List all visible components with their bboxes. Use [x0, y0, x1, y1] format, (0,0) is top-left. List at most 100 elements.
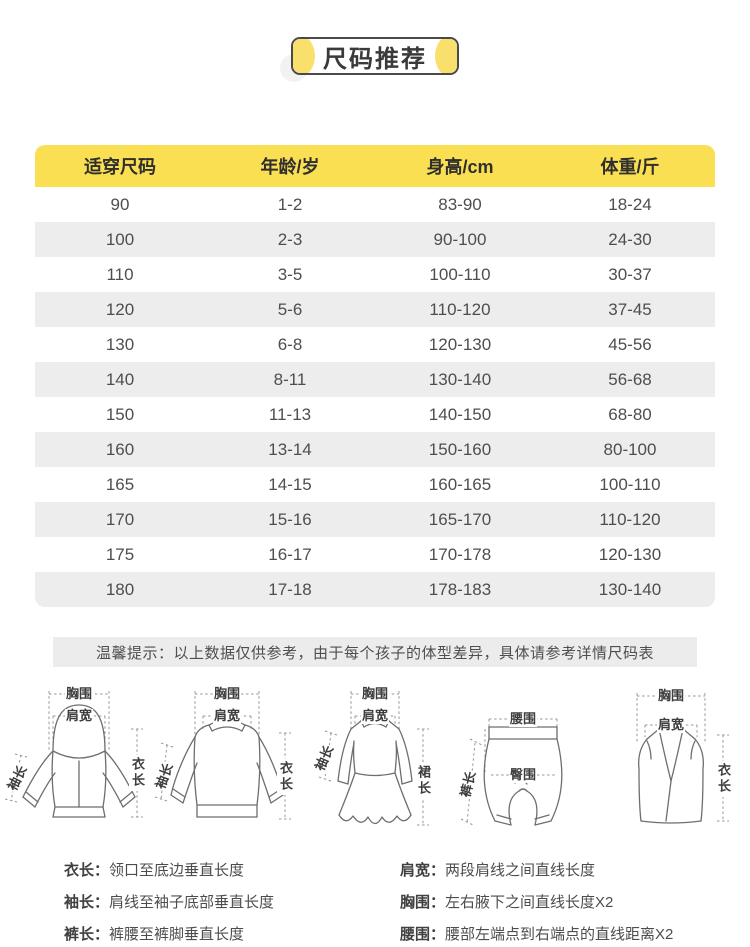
cell-size: 130	[105, 334, 135, 354]
cell-weight: 100-110	[599, 474, 661, 494]
skirt-length-label: 裙长	[415, 763, 431, 799]
cell-weight: 37-45	[608, 299, 652, 319]
definition-desc: 左右腋下之间直线长度X2	[445, 894, 614, 911]
cell-size: 165	[105, 474, 135, 494]
definition-term: 腰围：	[400, 926, 446, 943]
table-row: 120 5-6 110-120 37-45	[35, 292, 715, 327]
page-title: 尺码推荐	[323, 45, 427, 73]
cell-age: 15-16	[268, 509, 312, 529]
table-header-cell: 适穿尺码	[84, 157, 156, 177]
definition-term: 肩宽：	[400, 862, 446, 879]
table-row: 150 11-13 140-150 68-80	[35, 397, 715, 432]
definition-item: 袖长：肩线至袖子底部垂直长度	[64, 887, 400, 919]
diagram-pants: 腰围 臀围 裤长	[449, 685, 597, 843]
cell-weight: 24-30	[608, 229, 652, 249]
cell-size: 140	[105, 369, 135, 389]
definition-item: 裤长：裤腰至裤脚垂直长度	[64, 919, 400, 947]
cell-size: 150	[105, 404, 135, 424]
chest-girth-label: 胸围	[656, 688, 686, 704]
table-header-row: 适穿尺码 年龄/岁 身高/cm 体重/斤	[35, 145, 715, 187]
table-row: 175 16-17 170-178 120-130	[35, 537, 715, 572]
chest-girth-label: 胸围	[212, 686, 242, 702]
cell-height: 178-183	[428, 579, 492, 599]
table-row: 160 13-14 150-160 80-100	[35, 432, 715, 467]
cell-age: 17-18	[268, 579, 312, 599]
definitions-left-column: 衣长：领口至底边垂直长度 袖长：肩线至袖子底部垂直长度 裤长：裤腰至裤脚垂直长度…	[64, 855, 400, 947]
cell-age: 2-3	[277, 229, 303, 249]
shoulder-width-label: 肩宽	[64, 708, 94, 724]
cell-age: 5-6	[277, 299, 303, 319]
table-header-cell: 年龄/岁	[260, 157, 320, 177]
table-body: 90 1-2 83-90 18-24 100 2-3 90-100 24-30 …	[35, 187, 715, 607]
cell-size: 90	[110, 194, 130, 214]
cell-weight: 56-68	[608, 369, 652, 389]
definition-term: 胸围：	[400, 894, 446, 911]
cell-age: 16-17	[268, 544, 312, 564]
cell-age: 14-15	[268, 474, 312, 494]
table-header-cell: 体重/斤	[600, 157, 660, 177]
title-badge: 尺码推荐	[291, 37, 459, 75]
garment-length-label: 衣长	[715, 761, 731, 797]
hoodie-illustration	[5, 691, 143, 818]
cell-height: 150-160	[428, 439, 492, 459]
cell-size: 170	[105, 509, 135, 529]
title-section: 尺码推荐	[0, 37, 750, 111]
table-row: 170 15-16 165-170 110-120	[35, 502, 715, 537]
diagram-dress: 胸围 肩宽 袖长 裙长	[301, 685, 449, 843]
waist-girth-label: 腰围	[508, 711, 538, 727]
measurement-diagrams: 胸围 肩宽 袖长 衣长	[0, 685, 750, 843]
cell-weight: 30-37	[608, 264, 652, 284]
cell-size: 100	[105, 229, 135, 249]
definitions-right-column: 肩宽：两段肩线之间直线长度 胸围：左右腋下之间直线长度X2 腰围：腰部左端点到右…	[400, 855, 750, 947]
cell-weight: 130-140	[598, 579, 662, 599]
table-header-cell: 身高/cm	[426, 157, 494, 177]
definition-item: 腰围：腰部左端点到右端点的直线距离X2	[400, 919, 750, 947]
diagram-sweatshirt: 胸围 肩宽 袖长 衣长	[153, 685, 301, 843]
chest-girth-label: 胸围	[64, 686, 94, 702]
cell-height: 130-140	[428, 369, 492, 389]
definition-item: 衣长：领口至底边垂直长度	[64, 855, 400, 887]
cell-size: 120	[105, 299, 135, 319]
table-row: 110 3-5 100-110 30-37	[35, 257, 715, 292]
cell-age: 8-11	[273, 369, 307, 389]
cell-age: 11-13	[268, 404, 312, 424]
cell-weight: 45-56	[608, 334, 652, 354]
cell-weight: 18-24	[608, 194, 652, 214]
cell-height: 140-150	[428, 404, 492, 424]
measurement-definitions: 衣长：领口至底边垂直长度 袖长：肩线至袖子底部垂直长度 裤长：裤腰至裤脚垂直长度…	[0, 855, 750, 947]
shoulder-width-label: 肩宽	[360, 708, 390, 724]
cell-weight: 68-80	[608, 404, 652, 424]
tip-bar: 温馨提示：以上数据仅供参考，由于每个孩子的体型差异，具体请参考详情尺码表	[53, 637, 697, 667]
cell-height: 83-90	[438, 194, 482, 214]
definition-term: 裤长：	[64, 926, 110, 943]
table-row: 140 8-11 130-140 56-68	[35, 362, 715, 397]
cell-age: 6-8	[277, 334, 303, 354]
shoulder-width-label: 肩宽	[212, 708, 242, 724]
definition-desc: 肩线至袖子底部垂直长度	[109, 894, 275, 911]
table-row: 100 2-3 90-100 24-30	[35, 222, 715, 257]
cell-weight: 110-120	[599, 509, 661, 529]
cell-size: 160	[105, 439, 135, 459]
hip-girth-label: 臀围	[508, 767, 538, 783]
pants-illustration	[460, 718, 563, 826]
shoulder-width-label: 肩宽	[656, 717, 686, 733]
cell-height: 160-165	[428, 474, 492, 494]
definition-desc: 两段肩线之间直线长度	[445, 862, 596, 879]
definition-desc: 领口至底边垂直长度	[109, 862, 245, 879]
table-row: 165 14-15 160-165 100-110	[35, 467, 715, 502]
cell-size: 180	[105, 579, 135, 599]
table-row: 90 1-2 83-90 18-24	[35, 187, 715, 222]
cell-height: 120-130	[428, 334, 492, 354]
diagram-vest: 胸围 肩宽 衣长	[597, 685, 745, 843]
cell-age: 1-2	[277, 194, 303, 214]
cell-height: 90-100	[433, 229, 487, 249]
definition-item: 肩宽：两段肩线之间直线长度	[400, 855, 750, 887]
cell-size: 110	[106, 264, 134, 284]
cell-height: 165-170	[428, 509, 492, 529]
cell-weight: 120-130	[598, 544, 662, 564]
definition-item: 胸围：左右腋下之间直线长度X2	[400, 887, 750, 919]
tip-text: 温馨提示：以上数据仅供参考，由于每个孩子的体型差异，具体请参考详情尺码表	[95, 644, 654, 662]
size-table: 适穿尺码 年龄/岁 身高/cm 体重/斤 90 1-2 83-90 18-24 …	[35, 145, 715, 607]
diagram-hoodie: 胸围 肩宽 袖长 衣长	[5, 685, 153, 843]
